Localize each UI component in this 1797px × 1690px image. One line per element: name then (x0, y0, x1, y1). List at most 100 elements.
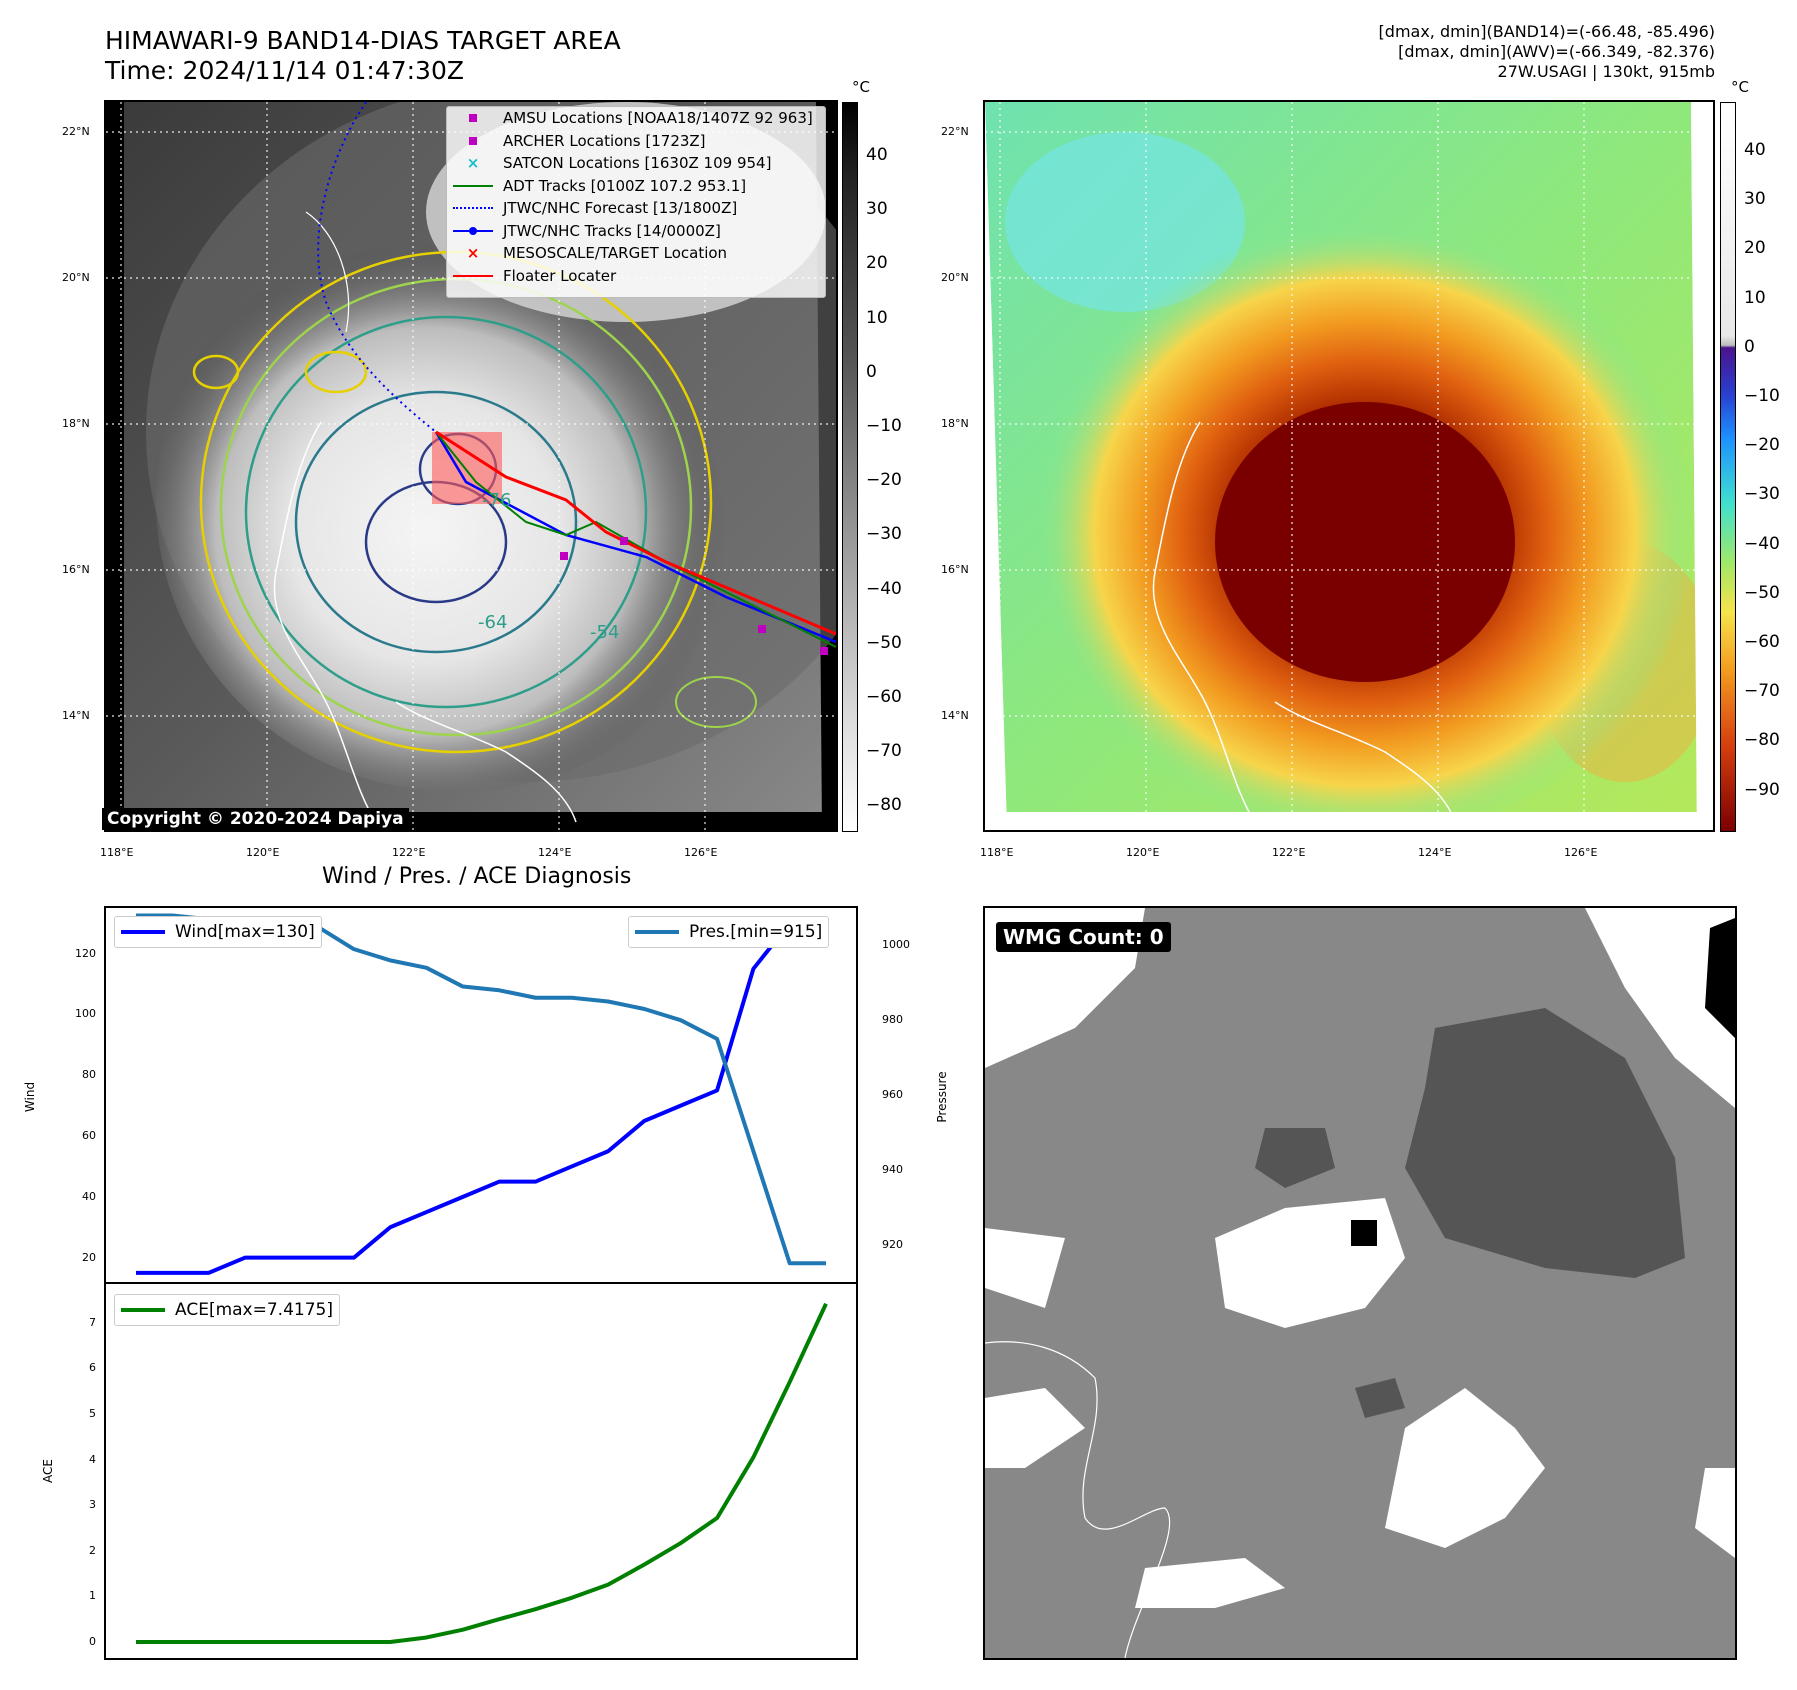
pressure-axis-label: Pressure (935, 1071, 949, 1123)
legend-item-satcon: × SATCON Locations [1630Z 109 954] (447, 152, 825, 175)
wind-pressure-chart (104, 906, 858, 1284)
axis-tick-label: 20 (82, 1250, 96, 1264)
axis-tick-label: 920 (882, 1237, 903, 1251)
colorbar-tick-label: 30 (866, 199, 888, 220)
pressure-series-line (136, 913, 826, 1266)
lon-label: 118°E (100, 846, 134, 859)
colorbar-tick-label: −10 (866, 416, 902, 436)
lat-label: 14°N (941, 709, 969, 722)
colorbar-tick-label: 10 (1744, 287, 1766, 308)
contour-label-64: -64 (478, 612, 508, 633)
legend-item-amsu: AMSU Locations [NOAA18/1407Z 92 963] (447, 107, 825, 130)
wind-legend-label: Wind[max=130] (175, 922, 315, 942)
colorbar-tick-label: −70 (866, 741, 902, 762)
colorbar-tick-label: −60 (1744, 632, 1780, 652)
lat-label: 20°N (941, 271, 969, 284)
axis-tick-label: 6 (89, 1361, 96, 1375)
wind-pressure-plot (135, 913, 827, 1275)
lon-label: 124°E (1418, 846, 1452, 859)
legend-item-adt: ADT Tracks [0100Z 107.2 953.1] (447, 175, 825, 198)
lon-label: 122°E (392, 846, 426, 859)
x-marker-icon: × (466, 154, 480, 173)
map-legend: AMSU Locations [NOAA18/1407Z 92 963] ARC… (446, 106, 826, 298)
x-marker-icon: × (466, 244, 480, 263)
lon-label: 120°E (246, 846, 280, 859)
legend-item-tracks: JTWC/NHC Tracks [14/0000Z] (447, 220, 825, 243)
colorbar-tick-label: −10 (1744, 386, 1780, 406)
line-icon (453, 269, 493, 283)
colorbar-tick-label: −50 (866, 632, 902, 653)
lat-label: 22°N (62, 125, 90, 138)
lon-label: 122°E (1272, 846, 1306, 859)
lon-label: 124°E (538, 846, 572, 859)
square-marker-icon (453, 134, 493, 148)
axis-tick-label: 960 (882, 1088, 903, 1101)
axis-tick-label: 60 (82, 1129, 96, 1143)
legend-item-floater: Floater Locater (447, 265, 825, 288)
axis-tick-label: 40 (82, 1189, 96, 1203)
axis-tick-label: 940 (882, 1162, 903, 1176)
color-colorbar (1720, 102, 1736, 832)
colorbar-tick-label: 40 (866, 145, 888, 165)
wind-series-line (136, 921, 826, 1275)
figure-title: HIMAWARI-9 BAND14-DIAS TARGET AREA Time: … (105, 26, 621, 86)
wind-axis-label: Wind (23, 1081, 37, 1113)
axis-tick-label: 80 (82, 1068, 96, 1082)
axis-tick-label: 1000 (882, 938, 910, 952)
axis-tick-label: 100 (75, 1007, 96, 1021)
info-awv: [dmax, dmin](AWV)=(-66.349, -82.376) (1398, 42, 1715, 61)
colorbar-tick-label: −60 (866, 687, 902, 707)
wmg-image (985, 908, 1735, 1658)
wmg-panel (983, 906, 1737, 1660)
lat-label: 22°N (941, 125, 969, 138)
wind-legend-line (121, 930, 165, 934)
pressure-legend-line (635, 930, 679, 934)
awv-map-panel (983, 100, 1715, 832)
pressure-legend: Pres.[min=915] (628, 916, 830, 948)
copyright-badge: Copyright © 2020-2024 Dapiya (102, 808, 409, 830)
colorbar-tick-label: 20 (1744, 238, 1766, 259)
info-storm: 27W.USAGI | 130kt, 915mb (1497, 62, 1715, 81)
lon-label: 126°E (1564, 846, 1598, 859)
legend-item-forecast: JTWC/NHC Forecast [13/1800Z] (447, 197, 825, 220)
contour-label-54: -54 (590, 622, 620, 643)
colorbar-tick-label: −80 (866, 795, 902, 816)
title-line-1: HIMAWARI-9 BAND14-DIAS TARGET AREA (105, 26, 621, 55)
colorbar-tick-label: −20 (1744, 435, 1780, 456)
colorbar-tick-label: −90 (1744, 779, 1780, 800)
line-icon (453, 179, 493, 193)
diagnosis-title: Wind / Pres. / ACE Diagnosis (322, 864, 632, 889)
colorbar-tick-label: −40 (866, 578, 902, 599)
legend-item-mesoscale: × MESOSCALE/TARGET Location (447, 242, 825, 265)
ace-legend-line (121, 1308, 165, 1312)
awv-map-image (985, 102, 1713, 830)
colorbar-tick-label: −30 (866, 524, 902, 545)
colorbar-tick-label: −40 (1744, 533, 1780, 554)
lat-label: 18°N (941, 417, 969, 430)
lon-label: 120°E (1126, 846, 1160, 859)
colorbar-tick-label: −20 (866, 470, 902, 491)
diagnostic-info: [dmax, dmin](BAND14)=(-66.48, -85.496) [… (1379, 22, 1715, 82)
axis-tick-label: 120 (75, 946, 96, 960)
axis-tick-label: 2 (89, 1543, 96, 1557)
legend-item-archer: ARCHER Locations [1723Z] (447, 130, 825, 153)
lon-label: 118°E (980, 846, 1014, 859)
wmg-count-badge: WMG Count: 0 (996, 922, 1171, 952)
axis-tick-label: 3 (89, 1498, 96, 1512)
lat-label: 16°N (62, 563, 90, 576)
title-line-2: Time: 2024/11/14 01:47:30Z (105, 56, 464, 85)
axis-tick-label: 7 (89, 1315, 96, 1329)
ace-axis-label: ACE (41, 1459, 55, 1483)
axis-tick-label: 5 (89, 1406, 96, 1420)
axis-tick-label: 4 (89, 1452, 96, 1466)
ace-plot (135, 1302, 828, 1645)
line-dot-icon (453, 224, 493, 238)
colorbar-unit: °C (1731, 78, 1749, 96)
grayscale-colorbar (842, 102, 858, 832)
colorbar-tick-label: 30 (1744, 189, 1766, 210)
pressure-legend-label: Pres.[min=915] (689, 922, 823, 942)
axis-tick-label: 0 (89, 1635, 96, 1649)
colorbar-tick-label: −70 (1744, 681, 1780, 702)
lat-label: 14°N (62, 709, 90, 722)
colorbar-tick-label: 0 (1744, 336, 1755, 357)
